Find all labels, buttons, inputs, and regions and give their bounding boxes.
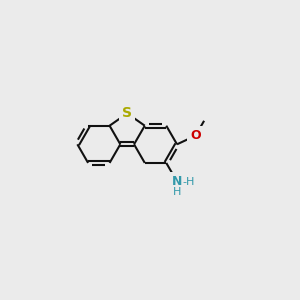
Text: H: H (173, 187, 182, 197)
Text: S: S (122, 106, 132, 120)
Text: -H: -H (183, 176, 195, 187)
Text: N: N (172, 175, 182, 188)
Text: O: O (190, 129, 201, 142)
